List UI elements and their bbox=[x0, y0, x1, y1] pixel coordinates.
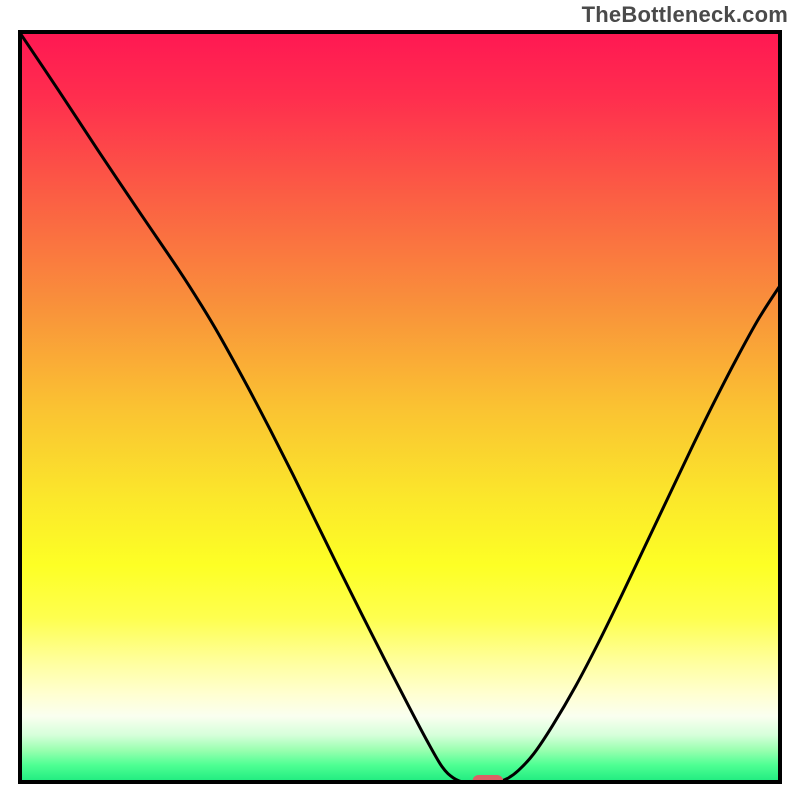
chart-background bbox=[18, 30, 782, 784]
bottleneck-chart bbox=[0, 0, 800, 800]
